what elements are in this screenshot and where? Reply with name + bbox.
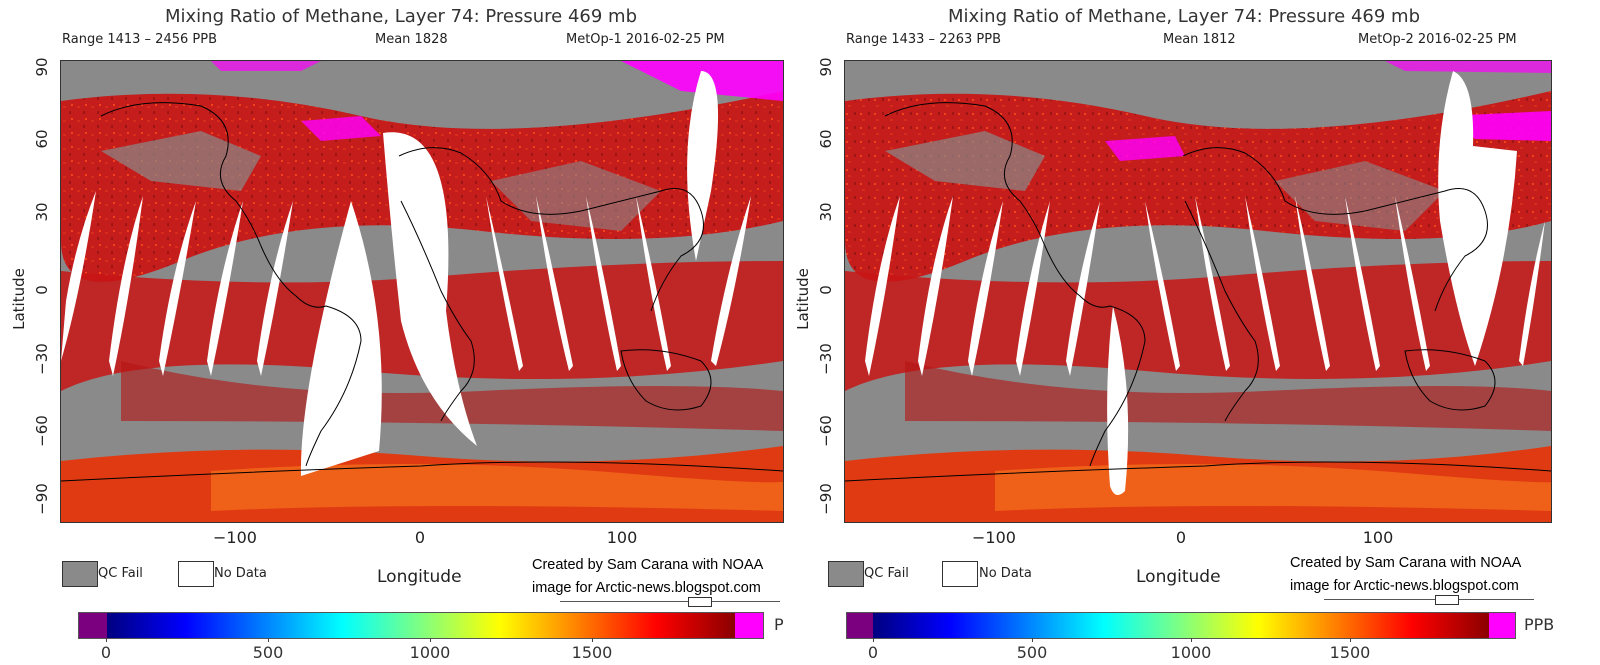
- y-tick: 60: [817, 129, 835, 149]
- qc-fail-label: QC Fail: [98, 566, 143, 581]
- y-tick: 90: [817, 57, 835, 77]
- y-tick: −30: [817, 343, 835, 375]
- x-tick: 0: [1175, 528, 1187, 547]
- range-slider-handle[interactable]: [1435, 595, 1459, 605]
- colorbar-tick: [592, 638, 593, 642]
- credit-text: Created by Sam Carana with NOAA image fo…: [532, 554, 763, 600]
- mean-label: Mean 1812: [1163, 32, 1236, 47]
- credit-line-1: Created by Sam Carana with NOAA: [532, 557, 764, 573]
- colorbar-gradient: [873, 613, 1489, 638]
- y-tick: −90: [817, 483, 835, 515]
- source-label: MetOp-2 2016-02-25 PM: [1358, 32, 1517, 47]
- map-title: Mixing Ratio of Methane, Layer 74: Press…: [948, 6, 1420, 27]
- x-tick: 100: [606, 528, 638, 547]
- qc-fail-swatch: [828, 561, 864, 587]
- colorbar-label: 500: [252, 643, 284, 662]
- colorbar-tick: [873, 638, 874, 642]
- colorbar-tick: [268, 638, 269, 642]
- source-label: MetOp-1 2016-02-25 PM: [566, 32, 725, 47]
- y-tick: 30: [33, 202, 51, 222]
- mean-label: Mean 1828: [375, 32, 448, 47]
- colorbar-low-swatch: [79, 613, 107, 638]
- x-tick: −100: [972, 528, 1016, 547]
- colorbar: [846, 612, 1516, 639]
- methane-map-graphic: [845, 61, 1551, 522]
- colorbar-label: 1000: [1170, 643, 1212, 662]
- credit-text: Created by Sam Carana with NOAA image fo…: [1290, 552, 1521, 598]
- colorbar-high-swatch: [735, 613, 763, 638]
- no-data-label: No Data: [214, 566, 267, 581]
- credit-line-2: image for Arctic-news.blogspot.com: [1290, 578, 1519, 594]
- colorbar-unit: PPB: [1524, 615, 1555, 634]
- range-slider-track[interactable]: [1324, 599, 1534, 600]
- qc-fail-label: QC Fail: [864, 566, 909, 581]
- colorbar-label: 0: [100, 643, 112, 662]
- methane-map: [844, 60, 1552, 523]
- y-axis-label: Latitude: [9, 268, 28, 330]
- no-data-swatch: [178, 561, 214, 587]
- y-tick: −90: [33, 483, 51, 515]
- x-axis-label: Longitude: [1136, 567, 1221, 587]
- x-tick: −100: [213, 528, 257, 547]
- y-tick: 90: [33, 57, 51, 77]
- y-tick: −60: [33, 415, 51, 447]
- range-label: Range 1433 – 2263 PPB: [846, 32, 1001, 47]
- y-tick: 30: [817, 202, 835, 222]
- no-data-swatch: [942, 561, 978, 587]
- methane-map: [60, 60, 784, 523]
- x-tick: 100: [1362, 528, 1394, 547]
- methane-map-graphic: [61, 61, 783, 522]
- colorbar-gradient: [107, 613, 735, 638]
- panel-metop-2: Mixing Ratio of Methane, Layer 74: Press…: [784, 0, 1584, 665]
- qc-fail-swatch: [62, 561, 98, 587]
- colorbar-tick: [1191, 638, 1192, 642]
- colorbar-tick: [1032, 638, 1033, 642]
- range-slider-handle[interactable]: [688, 597, 712, 607]
- colorbar-tick: [430, 638, 431, 642]
- colorbar: [78, 612, 764, 639]
- credit-line-1: Created by Sam Carana with NOAA: [1290, 555, 1522, 571]
- range-slider-track[interactable]: [560, 601, 780, 602]
- y-tick: 0: [33, 285, 51, 295]
- panel-metop-1: Mixing Ratio of Methane, Layer 74: Press…: [9, 6, 784, 662]
- colorbar-unit: P: [774, 615, 784, 634]
- credit-line-2: image for Arctic-news.blogspot.com: [532, 580, 761, 596]
- y-tick: 0: [817, 285, 835, 295]
- colorbar-label: 1000: [409, 643, 451, 662]
- colorbar-tick: [1350, 638, 1351, 642]
- colorbar-label: 1500: [571, 643, 613, 662]
- colorbar-label: 1500: [1329, 643, 1371, 662]
- x-axis-label: Longitude: [377, 567, 462, 587]
- colorbar-label: 0: [867, 643, 879, 662]
- colorbar-label: 500: [1016, 643, 1048, 662]
- y-axis-label: Latitude: [793, 268, 812, 330]
- colorbar-tick: [106, 638, 107, 642]
- colorbar-low-swatch: [847, 613, 873, 638]
- y-tick: 60: [33, 129, 51, 149]
- range-label: Range 1413 – 2456 PPB: [62, 32, 217, 47]
- colorbar-high-swatch: [1489, 613, 1515, 638]
- map-title: Mixing Ratio of Methane, Layer 74: Press…: [165, 6, 637, 27]
- y-tick: −30: [33, 343, 51, 375]
- x-tick: 0: [414, 528, 426, 547]
- no-data-label: No Data: [979, 566, 1032, 581]
- y-tick: −60: [817, 415, 835, 447]
